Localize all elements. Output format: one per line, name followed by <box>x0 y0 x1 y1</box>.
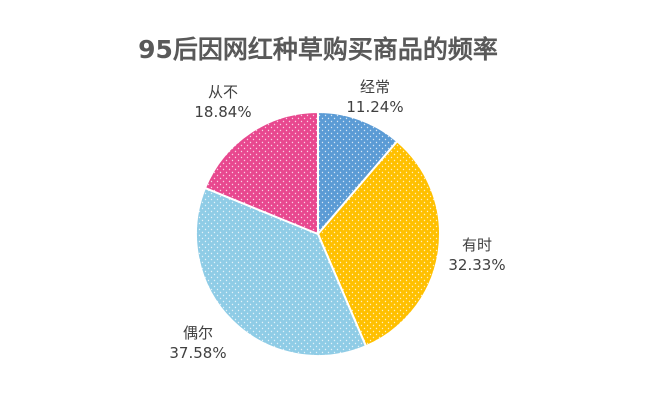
slice-category-label: 偶尔 <box>183 324 213 342</box>
chart-title: 95后因网红种草购买商品的频率 <box>138 35 498 64</box>
slice-category-label: 从不 <box>208 83 238 101</box>
pie-slice-1 <box>317 110 399 237</box>
pie-slice-4 <box>203 110 319 236</box>
slice-value-label: 37.58% <box>169 344 226 362</box>
slice-value-label: 11.24% <box>346 98 403 116</box>
slice-labels: 经常 11.24% 有时 32.33% 偶尔 37.58% 从不 18.84% <box>169 78 505 362</box>
slice-category-label: 有时 <box>462 236 492 254</box>
pie-slices <box>195 110 441 357</box>
slice-value-label: 18.84% <box>194 103 251 121</box>
slice-value-label: 32.33% <box>448 256 505 274</box>
pie-slice-2 <box>316 139 441 348</box>
slice-category-label: 经常 <box>360 78 390 96</box>
pie-slice-3 <box>195 186 368 357</box>
